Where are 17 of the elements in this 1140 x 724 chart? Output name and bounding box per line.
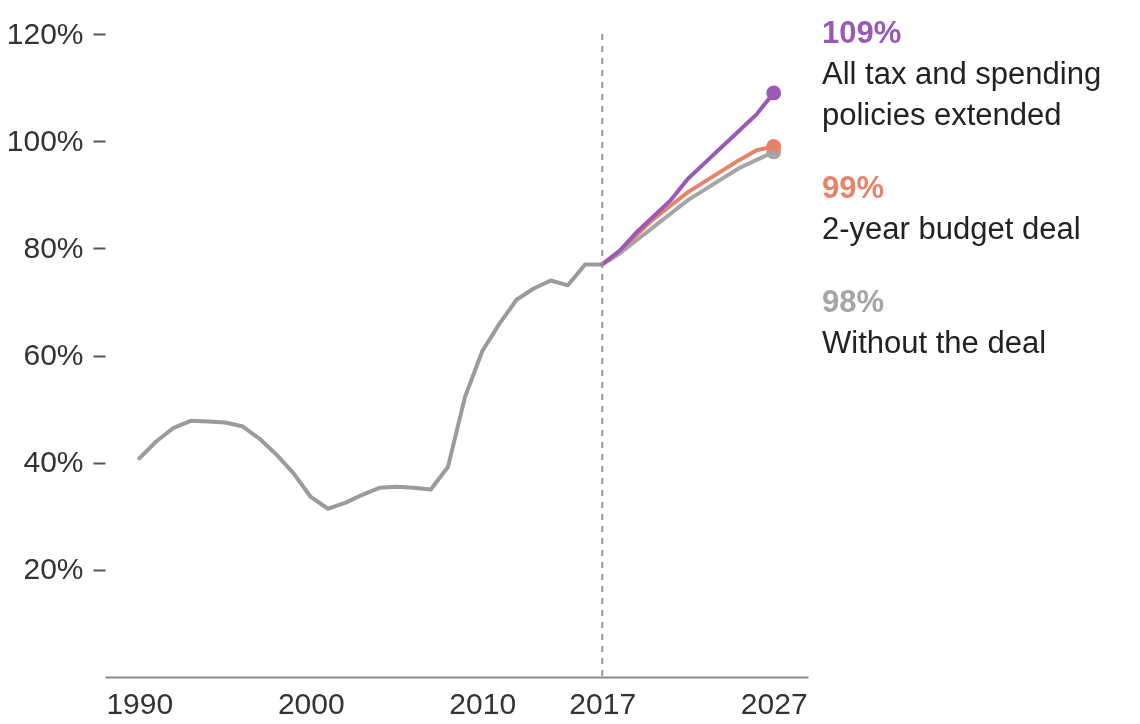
y-tick-label: 80% <box>23 230 84 264</box>
text: 109% <box>822 15 902 50</box>
y-tick-label: 120% <box>6 16 84 50</box>
y-tick-label: 20% <box>23 552 84 586</box>
y-tick-label: 60% <box>23 338 84 371</box>
y-tick-label: 100% <box>6 123 84 157</box>
x-tick-label: 2017 <box>569 686 637 720</box>
text: 98% <box>822 284 885 319</box>
x-tick-label: 1990 <box>106 686 174 720</box>
x-tick-label: 2000 <box>277 686 345 720</box>
x-tick-label: 2027 <box>740 686 808 720</box>
text: 2-year budget deal <box>822 211 1081 246</box>
series-label: All tax and spending policies extended <box>822 56 1102 132</box>
text: Without the deal <box>822 325 1047 360</box>
x-tick-label: 2010 <box>449 686 517 720</box>
text: 99% <box>822 170 885 205</box>
y-tick-label: 40% <box>23 445 84 479</box>
